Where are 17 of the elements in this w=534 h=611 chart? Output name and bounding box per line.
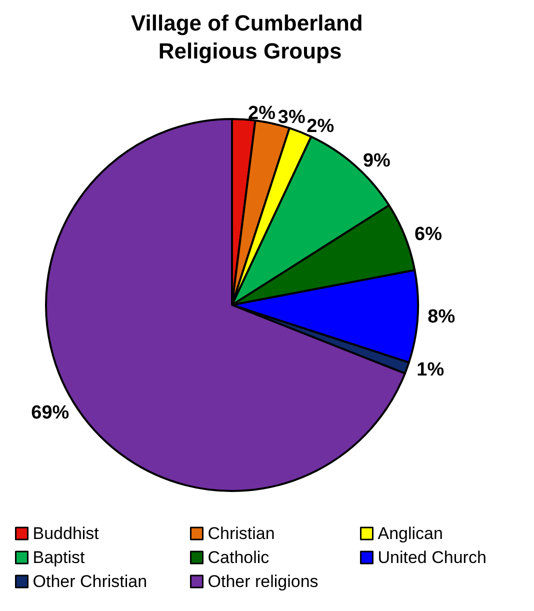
chart-title: Village of Cumberland Religious Groups [131, 10, 369, 64]
legend-label: Other religions [208, 572, 318, 591]
legend-label: Other Christian [32, 572, 148, 591]
data-label: 2% [248, 102, 276, 124]
legend-label: Christian [208, 524, 275, 543]
legend-label: Buddhist [32, 524, 100, 543]
data-label: 9% [362, 150, 391, 172]
data-label: 8% [428, 306, 456, 328]
data-label: 1% [416, 360, 444, 381]
legend-label: United Church [378, 548, 486, 567]
data-label: 69% [31, 402, 70, 424]
data-label: 6% [414, 224, 442, 245]
legend-label: Catholic [208, 548, 270, 567]
data-label: 3% [278, 107, 306, 128]
legend-label: Baptist [32, 548, 85, 567]
legend-label: Anglican [378, 524, 443, 543]
data-label: 2% [306, 116, 334, 137]
